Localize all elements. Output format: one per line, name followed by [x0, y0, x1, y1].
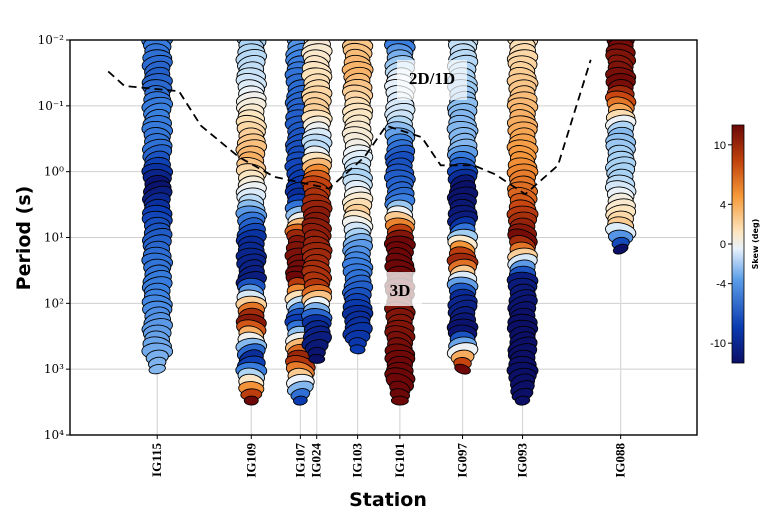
y-tick-label: 10⁰ [44, 165, 64, 179]
phase-tensor-ellipse [308, 354, 326, 364]
colorbar-tick-label: 4 [720, 199, 726, 211]
colorbar-tick-label: 0 [720, 239, 726, 251]
skew-colorbar: 10 4 0 -4 -10 Skew (deg) [710, 124, 760, 364]
phase-tensor-ellipse [454, 363, 471, 375]
x-tick-label: IG103 [350, 443, 365, 478]
phase-tensor-ellipse [514, 395, 531, 406]
x-tick-label: IG107 [292, 443, 307, 478]
phase-tensor-ellipse [349, 344, 366, 355]
phase-tensor-ellipse [293, 395, 308, 406]
phase-tensor-ellipse [243, 395, 259, 406]
colorbar-tick-label: -10 [710, 338, 726, 350]
colorbar-gradient [731, 124, 745, 364]
phase-tensor-ellipse [390, 395, 409, 406]
annotation-3d: 3D [390, 281, 411, 300]
colorbar-label: Skew (deg) [751, 219, 760, 270]
2d-1d-boundary-line [107, 59, 592, 196]
x-axis-ticks: IG115 IG109 IG107 IG024 IG103 IG101 IG097 IG093… [149, 435, 628, 478]
y-tick-label: 10⁴ [44, 428, 64, 442]
y-tick-label: 10² [44, 296, 64, 310]
colorbar-tick-label: 10 [714, 140, 726, 152]
phase-tensor-ellipse [148, 364, 166, 375]
y-tick-label: 10⁻² [38, 33, 65, 47]
annotation-2d1d: 2D/1D [409, 69, 455, 88]
y-axis-title: Period (s) [13, 186, 35, 291]
x-tick-label: IG024 [309, 443, 324, 478]
y-tick-label: 10¹ [44, 231, 64, 245]
x-tick-label: IG109 [243, 443, 258, 478]
x-axis-title: Station [349, 489, 427, 511]
y-axis-ticks: 10⁻² 10⁻¹ 10⁰ 10¹ 10² 10³ 10⁴ [38, 33, 70, 442]
y-tick-label: 10³ [44, 362, 64, 376]
y-tick-label: 10⁻¹ [38, 99, 64, 113]
colorbar-tick-label: -4 [716, 279, 726, 291]
x-tick-label: IG101 [392, 443, 407, 478]
annotations: 2D/1D 3D [380, 60, 467, 306]
ellipse-layer [141, 40, 637, 406]
x-tick-label: IG088 [613, 443, 628, 478]
phase-tensor-ellipse [612, 243, 629, 255]
x-tick-label: IG093 [515, 443, 530, 478]
grid-lines [70, 105, 697, 370]
x-tick-label: IG115 [149, 443, 164, 477]
x-tick-label: IG097 [455, 443, 470, 478]
